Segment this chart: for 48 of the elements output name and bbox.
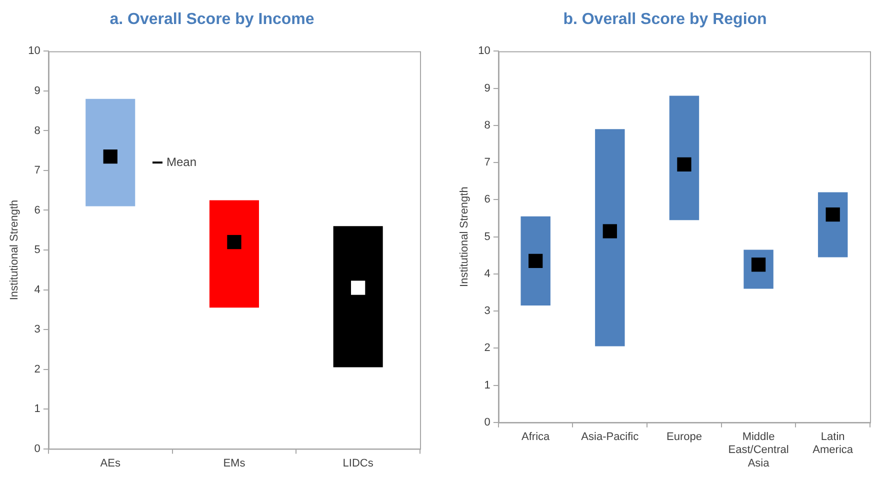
y-tick-label: 5 (484, 230, 490, 243)
x-tick-label: LIDCs (342, 457, 374, 470)
point (103, 149, 118, 164)
y-tick-label: 5 (34, 244, 40, 256)
bar (669, 96, 700, 220)
y-tick-label: 3 (34, 324, 40, 336)
y-tick-label: 6 (484, 194, 490, 206)
y-tick-label: 7 (484, 156, 490, 169)
x-tick-label: Middle East/Central Asia (728, 431, 789, 470)
point (528, 254, 543, 268)
chart-title: b. Overall Score by Region (563, 11, 767, 28)
bar (333, 226, 383, 368)
point (602, 224, 617, 238)
x-tick-label: Asia-Pacific (581, 431, 640, 444)
y-tick-label: 0 (484, 416, 490, 428)
y-tick-label: 9 (484, 82, 490, 94)
chart-title: a. Overall Score by Income (110, 11, 314, 28)
y-tick-label: 10 (478, 45, 490, 58)
x-tick-label: Europe (666, 431, 702, 444)
y-tick-label: 4 (484, 268, 490, 280)
y-tick-label: 0 (34, 442, 40, 455)
x-tick-label: Africa (522, 431, 551, 444)
y-tick-label: 3 (484, 305, 490, 318)
y-tick-label: 8 (34, 124, 40, 137)
y-tick-label: 1 (484, 379, 490, 392)
bar (595, 129, 625, 346)
y-tick-label: 2 (34, 363, 40, 376)
y-tick-label: 2 (484, 342, 490, 354)
y-tick-label: 8 (484, 119, 490, 132)
x-tick-label: AEs (100, 457, 121, 470)
y-tick-label: 4 (34, 284, 40, 296)
x-tick-label: Latin America (812, 431, 854, 456)
point (351, 280, 366, 295)
bar (209, 200, 259, 308)
legend-label: Mean (166, 154, 197, 169)
point (227, 234, 242, 250)
point (677, 157, 692, 172)
point (826, 207, 840, 222)
y-tick-label: 1 (34, 403, 40, 416)
y-tick-label: 7 (34, 164, 40, 177)
y-tick-label: 10 (28, 45, 40, 58)
bar (86, 98, 136, 206)
y-axis-title: Institutional Strength (458, 186, 471, 287)
y-tick-label: 6 (34, 204, 40, 216)
y-tick-label: 9 (34, 84, 40, 97)
y-axis-title: Institutional Strength (8, 200, 21, 300)
bar (520, 216, 550, 306)
x-tick-label: EMs (223, 457, 246, 470)
